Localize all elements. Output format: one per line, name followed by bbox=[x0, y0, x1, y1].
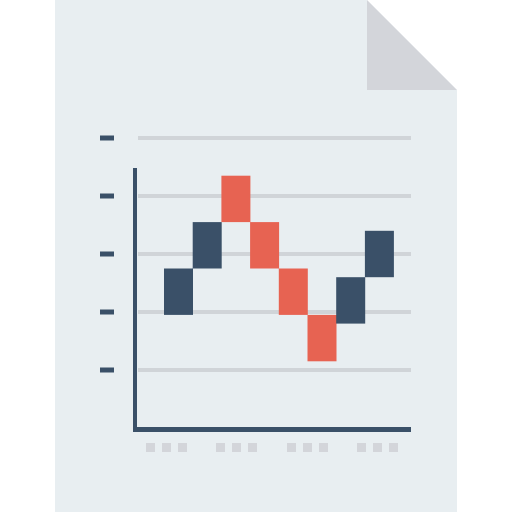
x-tick-placeholder bbox=[357, 443, 366, 452]
x-tick-placeholder bbox=[216, 443, 225, 452]
waterfall-bar bbox=[278, 268, 308, 315]
x-axis bbox=[133, 427, 411, 432]
y-tick bbox=[100, 367, 114, 373]
gridline bbox=[138, 136, 411, 140]
waterfall-bar bbox=[221, 175, 251, 223]
waterfall-bar bbox=[307, 314, 337, 362]
gridline bbox=[138, 310, 411, 314]
x-tick-placeholder bbox=[287, 443, 296, 452]
gridline bbox=[138, 368, 411, 372]
x-tick-placeholder bbox=[146, 443, 155, 452]
x-tick-placeholder bbox=[248, 443, 257, 452]
y-tick bbox=[100, 309, 114, 315]
x-tick-placeholder bbox=[232, 443, 241, 452]
waterfall-bar bbox=[250, 222, 280, 269]
chart-bars bbox=[164, 175, 394, 362]
y-tick bbox=[100, 135, 114, 141]
x-tick-placeholder bbox=[178, 443, 187, 452]
waterfall-bar bbox=[336, 277, 366, 324]
x-tick-placeholder bbox=[303, 443, 312, 452]
x-tick-placeholder bbox=[389, 443, 398, 452]
y-axis bbox=[133, 168, 137, 432]
y-tick bbox=[100, 193, 114, 199]
chart-y-ticks bbox=[100, 135, 114, 373]
x-tick-placeholder bbox=[319, 443, 328, 452]
waterfall-bar bbox=[364, 230, 394, 278]
y-tick bbox=[100, 251, 114, 257]
x-tick-placeholder bbox=[162, 443, 171, 452]
x-tick-placeholder bbox=[373, 443, 382, 452]
chart-axes bbox=[133, 168, 411, 432]
waterfall-bar bbox=[164, 268, 193, 315]
chart-x-tick-placeholders bbox=[146, 443, 398, 452]
document-fold bbox=[367, 0, 457, 90]
gridline bbox=[138, 194, 411, 198]
waterfall-bar bbox=[192, 222, 222, 269]
